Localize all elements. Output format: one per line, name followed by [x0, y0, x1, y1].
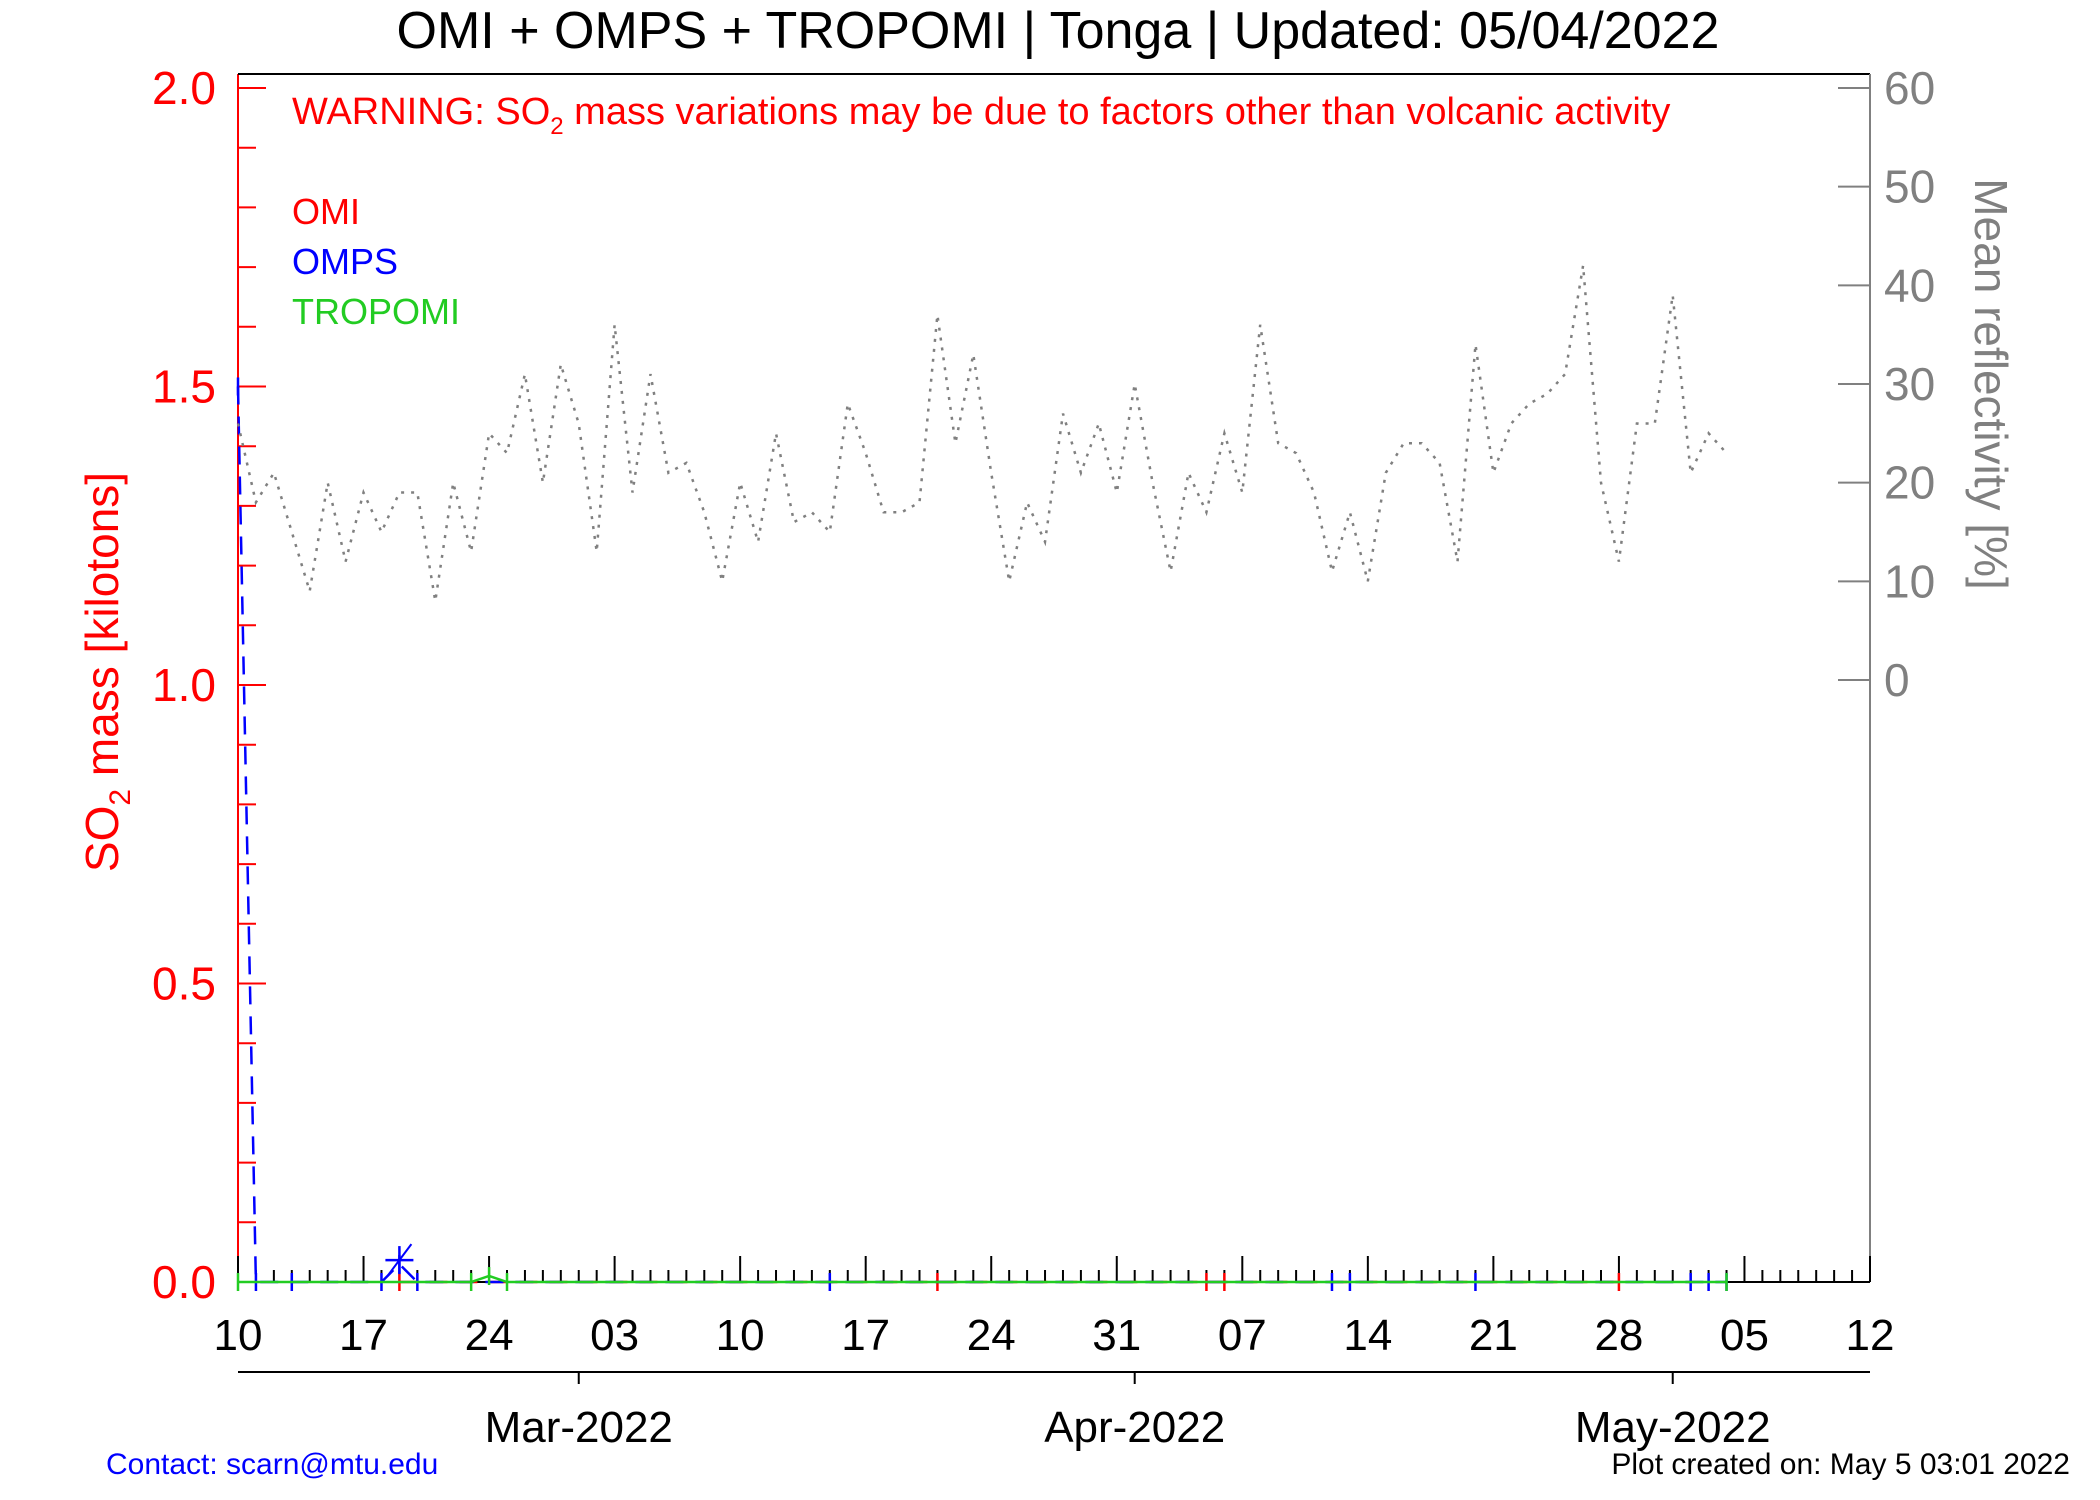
series-layer: [236, 265, 1728, 1291]
x-tick-label: 03: [590, 1311, 639, 1360]
month-label: Apr-2022: [1044, 1403, 1225, 1452]
legend-omps: OMPS: [292, 241, 398, 282]
x-tick-label: 14: [1343, 1311, 1392, 1360]
series-line-mean-reflectivity: [236, 265, 1728, 602]
legend-tropomi: TROPOMI: [292, 291, 460, 332]
y2-tick-label: 40: [1884, 259, 1935, 311]
x-tick-label: 24: [465, 1311, 514, 1360]
legend: OMI OMPS TROPOMI: [292, 191, 460, 332]
y2-tick-label: 10: [1884, 555, 1935, 607]
left-axis-ticks: 0.0 0.5 1.0 1.5 2.0: [152, 62, 266, 1308]
x-tick-label: 21: [1469, 1311, 1518, 1360]
contact-text: Contact: scarn@mtu.edu: [106, 1448, 438, 1481]
warning-text: WARNING: SO2 mass variations may be due …: [292, 91, 1670, 140]
y-tick-label: 1.5: [152, 361, 216, 413]
y-tick-label: 1.0: [152, 659, 216, 711]
y-tick-label: 0.5: [152, 958, 216, 1010]
y2-tick-label: 30: [1884, 358, 1935, 410]
x-tick-label: 17: [841, 1311, 890, 1360]
y2-tick-label: 20: [1884, 457, 1935, 509]
series-line-omps: [236, 386, 1727, 1284]
omps-marker-d1: [386, 1243, 413, 1277]
month-label: Mar-2022: [485, 1403, 673, 1452]
x-tick-label: 12: [1846, 1311, 1895, 1360]
x-tick-label: 28: [1594, 1311, 1643, 1360]
x-tick-label: 31: [1092, 1311, 1141, 1360]
y-tick-label: 2.0: [152, 62, 216, 114]
y-axis-label: SO2 mass [kilotons]: [76, 472, 137, 872]
x-tick-label: 10: [214, 1311, 263, 1360]
x-axis-ticks: 10 17 24 03 10 17 24 31 07 14 21 28 05 12: [214, 1256, 1895, 1360]
month-label: May-2022: [1575, 1403, 1771, 1452]
month-axis-ticks: Mar-2022 Apr-2022 May-2022: [485, 1372, 1771, 1452]
y2-tick-label: 50: [1884, 161, 1935, 213]
y2-tick-label: 60: [1884, 62, 1935, 114]
plot-created-text: Plot created on: May 5 03:01 2022: [1611, 1448, 2070, 1481]
y2-tick-label: 0: [1884, 654, 1910, 706]
x-tick-label: 24: [967, 1311, 1016, 1360]
x-tick-label: 17: [339, 1311, 388, 1360]
x-tick-label: 10: [716, 1311, 765, 1360]
chart-title: OMI + OMPS + TROPOMI | Tonga | Updated: …: [397, 2, 1720, 60]
x-tick-label: 05: [1720, 1311, 1769, 1360]
series-line-tropomi: [238, 1274, 1727, 1284]
right-axis-ticks: 0 10 20 30 40 50 60: [1838, 62, 1935, 706]
y-tick-label: 0.0: [152, 1256, 216, 1308]
y2-axis-label: Mean reflectivity [%]: [1965, 178, 2017, 590]
legend-omi: OMI: [292, 191, 360, 232]
x-tick-label: 07: [1218, 1311, 1267, 1360]
